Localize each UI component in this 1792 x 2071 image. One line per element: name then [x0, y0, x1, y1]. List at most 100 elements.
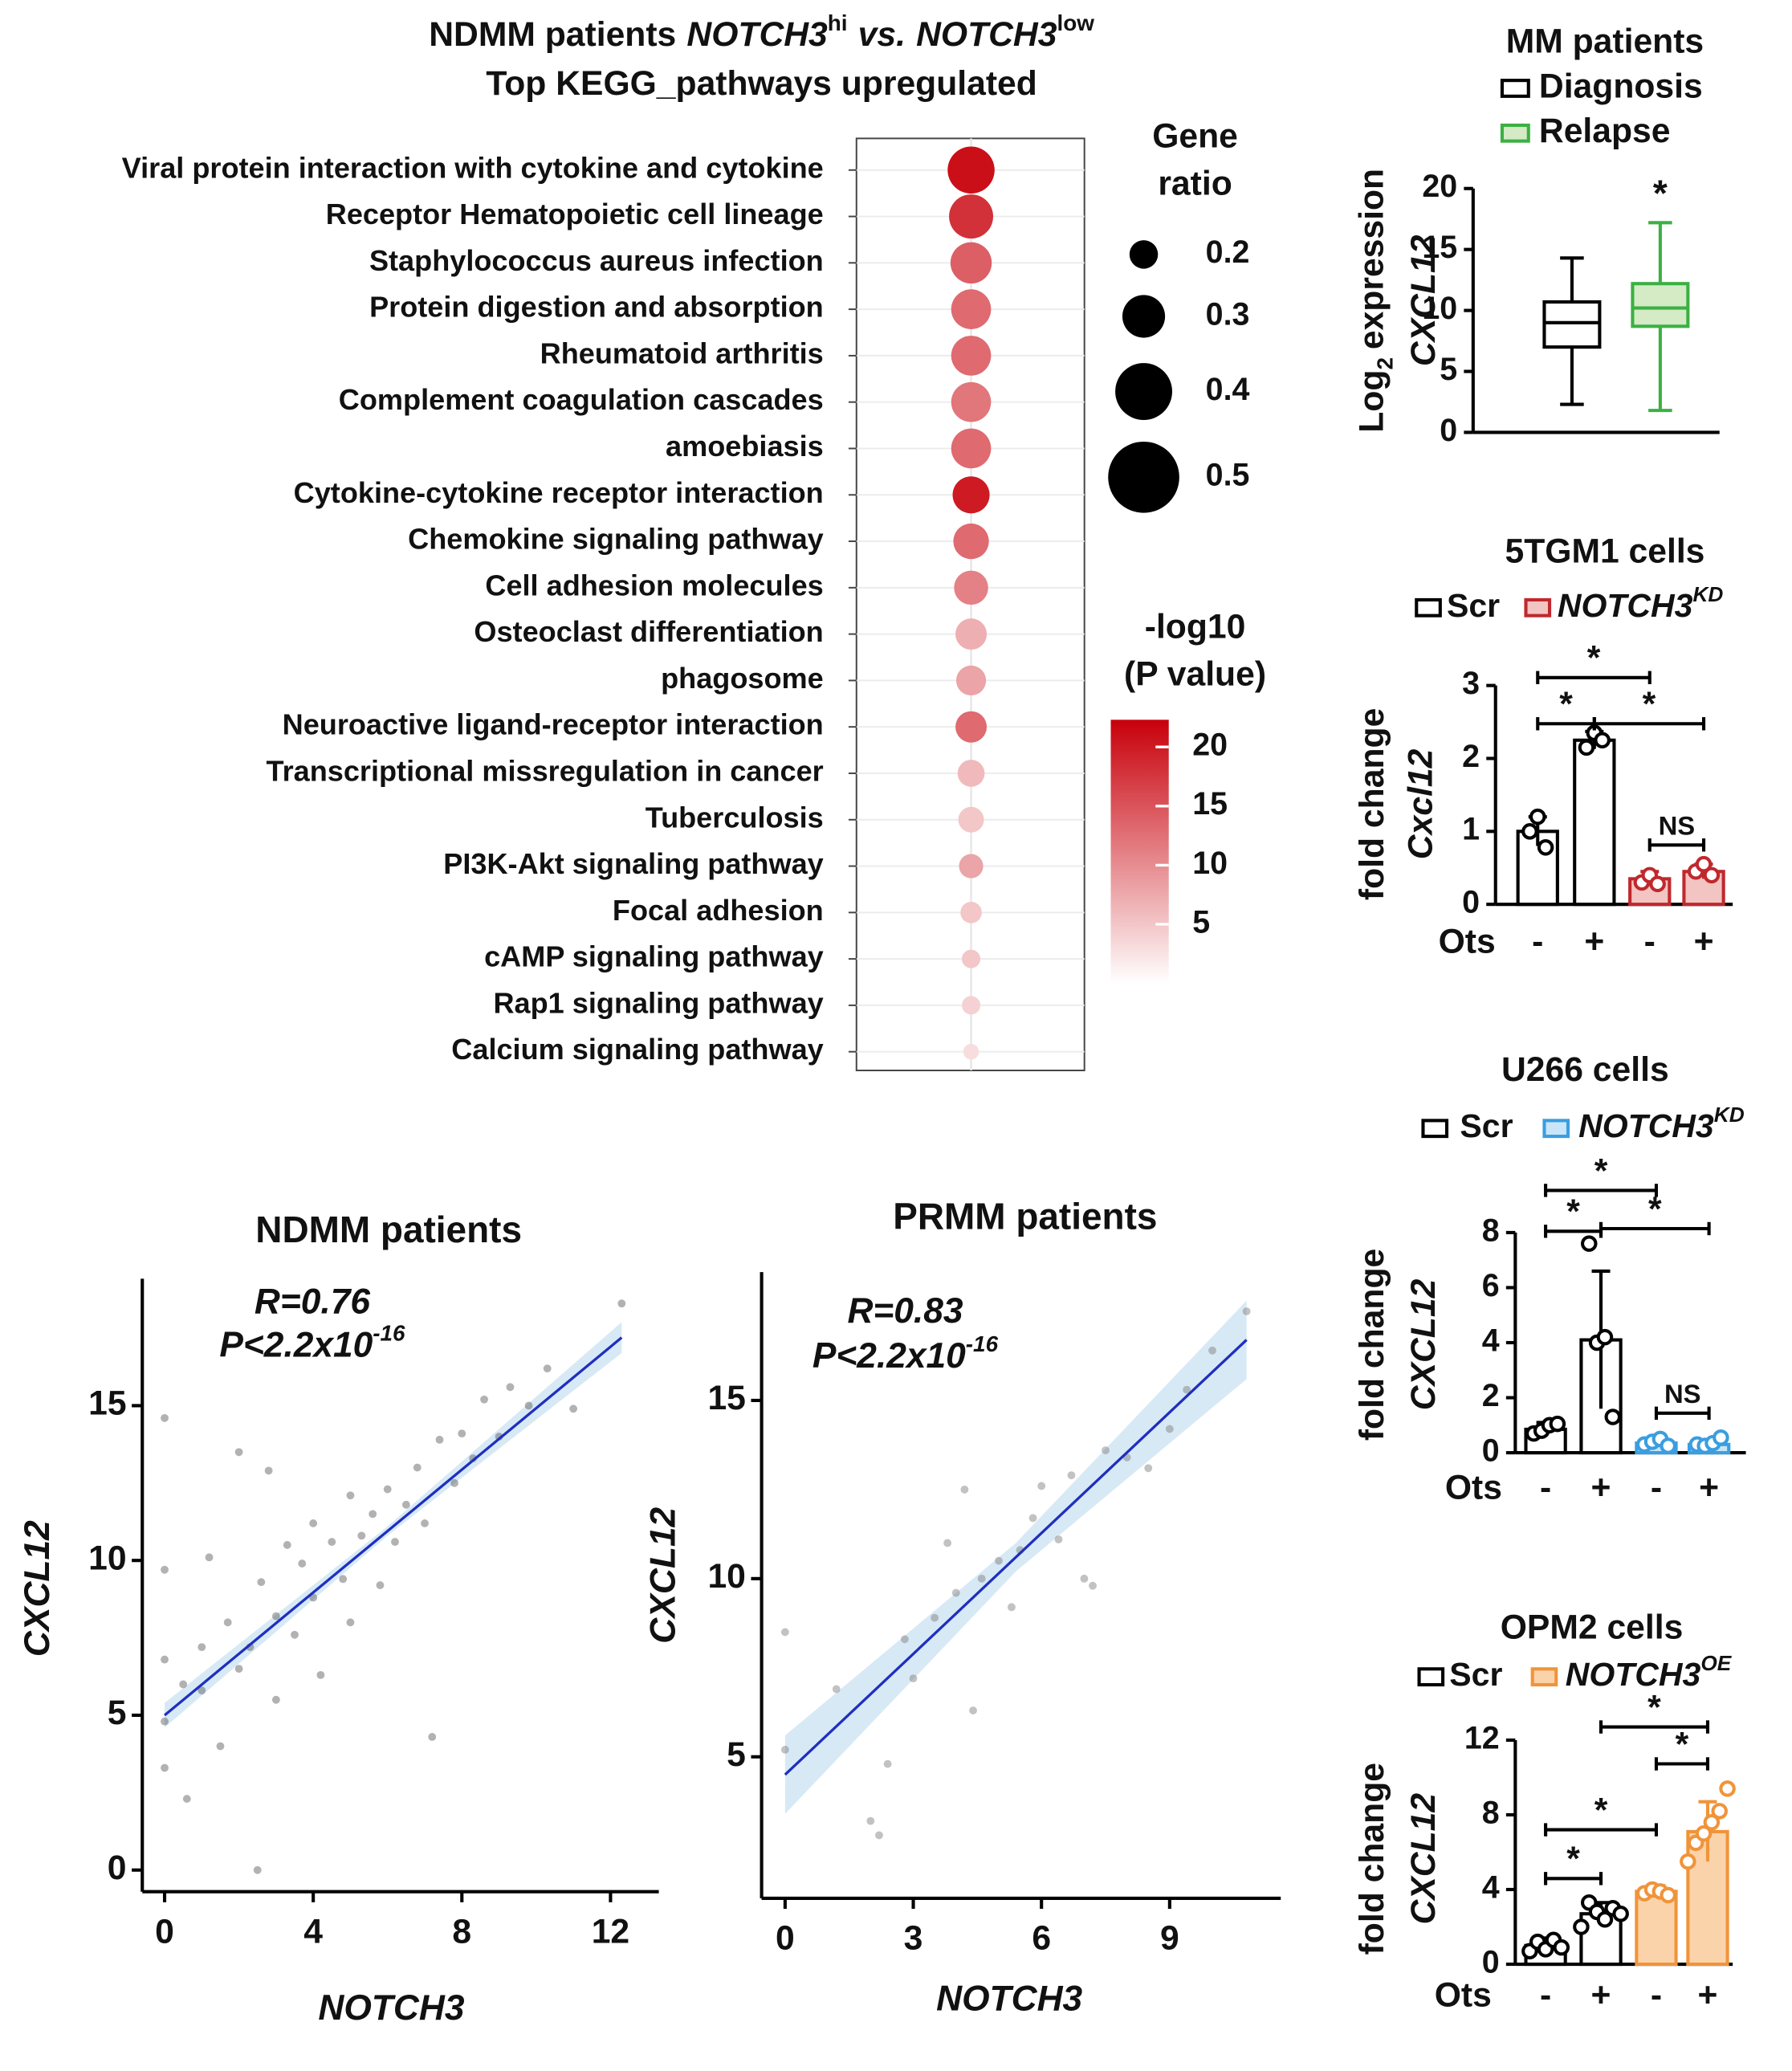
- dot: [957, 760, 985, 787]
- y-axis-label: fold change: [1353, 708, 1391, 900]
- bar: [1635, 1890, 1678, 1967]
- data-point: [198, 1643, 206, 1652]
- data-point: [316, 1670, 325, 1679]
- color-legend-title: -log10: [1145, 607, 1246, 646]
- data-point: [161, 1413, 169, 1422]
- significance-label: *: [1587, 639, 1601, 678]
- x-tick-label: 8: [452, 1913, 471, 1951]
- legend-swatch: [1500, 123, 1530, 143]
- legend-name: NOTCH3: [1578, 1107, 1714, 1144]
- legend-name: NOTCH3: [1566, 1656, 1701, 1693]
- data-point: [421, 1519, 429, 1527]
- category-label: Chemokine signaling pathway: [408, 523, 824, 556]
- size-legend-label: 0.4: [1206, 372, 1250, 407]
- legend-sup: KD: [1714, 1103, 1745, 1127]
- correlation-label: R=0.76: [255, 1282, 370, 1321]
- category-label: Staphylococcus aureus infection: [369, 244, 824, 277]
- p-value-base: P<2.2x10: [813, 1336, 966, 1376]
- category-label: Tuberculosis: [646, 801, 824, 834]
- data-point: [524, 1401, 533, 1410]
- chart-title: NDMM patients NOTCH3hi vs. NOTCH3low: [429, 10, 1094, 54]
- dot: [953, 523, 989, 560]
- category-label: Focal adhesion: [613, 894, 824, 927]
- dot: [952, 476, 990, 514]
- data-point: [883, 1759, 892, 1768]
- data-point: [1649, 875, 1666, 892]
- y-axis-label: CXCL12: [1404, 1793, 1443, 1925]
- x-tick-label: +: [1694, 923, 1714, 961]
- data-point: [1660, 1886, 1676, 1904]
- data-point: [1521, 823, 1538, 840]
- category-label: Rheumatoid arthritis: [540, 336, 824, 369]
- y-tick-label: 0: [1482, 1433, 1500, 1468]
- data-point: [969, 1706, 977, 1714]
- category-label: Cell adhesion molecules: [485, 569, 823, 601]
- dot: [958, 806, 984, 833]
- category-label: PI3K-Akt signaling pathway: [443, 847, 823, 880]
- data-point: [1537, 839, 1554, 856]
- data-point: [1703, 866, 1721, 884]
- data-point: [298, 1559, 307, 1568]
- data-point: [832, 1685, 841, 1694]
- chart-title: OPM2 cells: [1501, 1608, 1684, 1646]
- significance-label: *: [1594, 1792, 1608, 1830]
- data-point: [780, 1628, 789, 1637]
- x-tick-label: 3: [904, 1919, 923, 1958]
- significance-label: *: [1566, 1192, 1580, 1231]
- data-point: [1089, 1581, 1097, 1590]
- y-tick-label: 2: [1482, 1378, 1500, 1413]
- data-point: [413, 1463, 422, 1472]
- title-part: NOTCH3: [686, 15, 828, 54]
- data-point: [1680, 1853, 1696, 1870]
- data-point: [480, 1395, 488, 1404]
- p-value-exponent: -16: [966, 1331, 999, 1356]
- legend-label: Scr: [1460, 1107, 1513, 1144]
- data-point: [283, 1541, 291, 1549]
- legend-swatch: [1421, 1119, 1449, 1139]
- chart-title: NDMM patients: [255, 1209, 522, 1250]
- data-point: [1080, 1574, 1089, 1583]
- data-point: [866, 1816, 875, 1825]
- y-tick-label: 12: [1464, 1720, 1500, 1755]
- data-point: [383, 1485, 392, 1494]
- dot: [951, 289, 992, 329]
- y-tick-label: 4: [1482, 1869, 1500, 1905]
- legend-label: Diagnosis: [1539, 67, 1703, 105]
- data-point: [1208, 1346, 1216, 1355]
- data-point: [1573, 1918, 1590, 1935]
- x-tick-label: -: [1540, 1975, 1551, 2014]
- data-point: [909, 1674, 918, 1683]
- data-point: [264, 1466, 273, 1475]
- data-point: [1183, 1385, 1191, 1394]
- x-tick-label: -: [1540, 1468, 1551, 1506]
- data-point: [435, 1435, 444, 1444]
- data-point: [450, 1478, 458, 1487]
- fit-line: [163, 1336, 623, 1717]
- colorbar-label: 5: [1192, 904, 1210, 940]
- dot: [951, 428, 992, 469]
- category-label: phagosome: [661, 662, 824, 695]
- y-tick-label: 10: [707, 1557, 745, 1596]
- x-tick-label: -: [1532, 923, 1543, 961]
- data-point: [995, 1556, 1003, 1565]
- category-label: Cytokine-cytokine receptor interaction: [294, 476, 824, 509]
- box: [1542, 300, 1602, 349]
- y-tick-label: 4: [1482, 1323, 1500, 1358]
- category-label: Receptor Hematopoietic cell lineage: [326, 198, 824, 230]
- y-axis-label: CXCL12: [18, 1520, 57, 1657]
- data-point: [1578, 739, 1595, 756]
- bar: [1573, 738, 1616, 907]
- legend-label: Relapse: [1539, 112, 1671, 150]
- y-tick-label: 6: [1482, 1268, 1500, 1303]
- y-tick-label: 0: [1462, 885, 1480, 920]
- category-label: Complement coagulation cascades: [339, 383, 824, 416]
- size-legend-title: Gene: [1152, 117, 1238, 156]
- legend-name: Scr: [1460, 1107, 1513, 1144]
- y-axis-label: CXCL12: [1404, 1278, 1443, 1410]
- data-point: [1604, 1409, 1622, 1425]
- category-label: Calcium signaling pathway: [451, 1033, 823, 1066]
- data-point: [198, 1686, 206, 1695]
- data-point: [1596, 1328, 1614, 1346]
- legend-swatch: [1417, 1667, 1445, 1687]
- x-tick-label: +: [1591, 1975, 1611, 2014]
